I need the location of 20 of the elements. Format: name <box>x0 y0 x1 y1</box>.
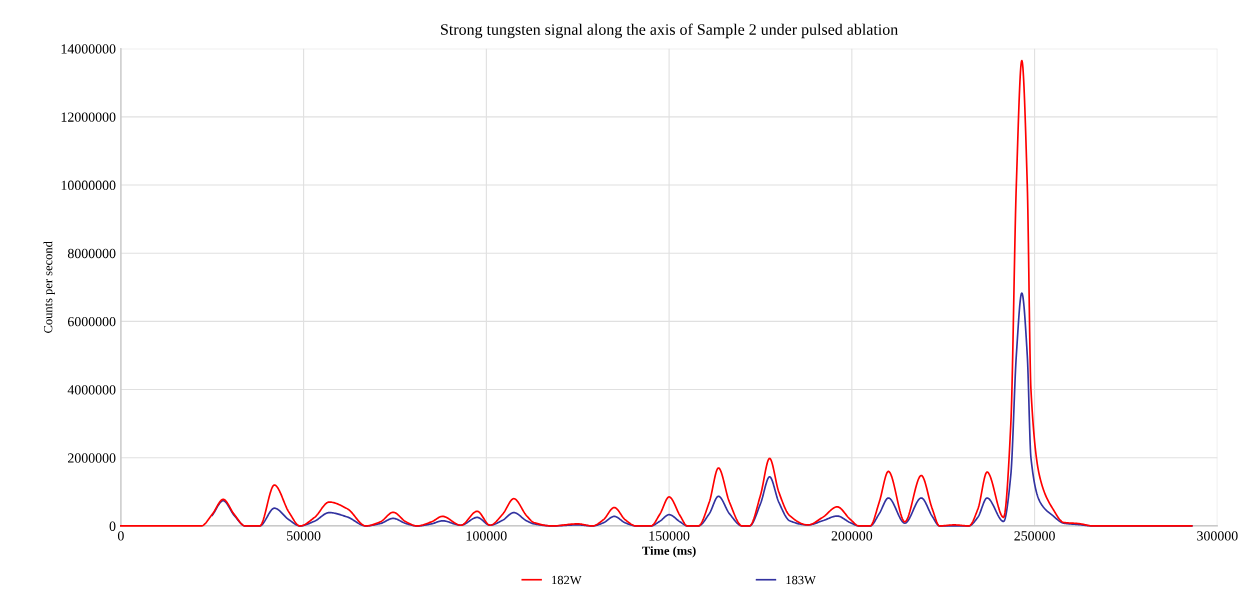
x-tick-label: 150000 <box>649 531 690 541</box>
y-tick-label: 6000000 <box>67 316 116 327</box>
chart-title: Strong tungsten signal along the axis of Sample 2 under pulsed ablation <box>441 23 898 39</box>
x-tick-label: 100000 <box>466 531 507 541</box>
y-tick-label: 14000000 <box>61 44 116 54</box>
x-axis-title: Time (ms) <box>642 546 696 558</box>
y-axis-title: Counts per second <box>43 241 55 333</box>
x-tick-label: 250000 <box>1014 531 1055 541</box>
x-tick-label: 200000 <box>831 531 873 541</box>
y-tick-label: 4000000 <box>67 385 116 395</box>
y-tick-label: 2000000 <box>68 453 116 463</box>
y-tick-label: 8000000 <box>67 248 116 259</box>
legend-label: 182W <box>552 575 582 585</box>
y-tick-label: 10000000 <box>61 180 116 190</box>
x-tick-label: 300000 <box>1197 531 1238 541</box>
y-tick-label: 12000000 <box>61 112 116 122</box>
y-tick-label: 0 <box>109 521 116 531</box>
x-tick-label: 0 <box>117 531 124 541</box>
x-tick-label: 50000 <box>287 531 321 541</box>
legend-label: 183W <box>786 575 816 585</box>
